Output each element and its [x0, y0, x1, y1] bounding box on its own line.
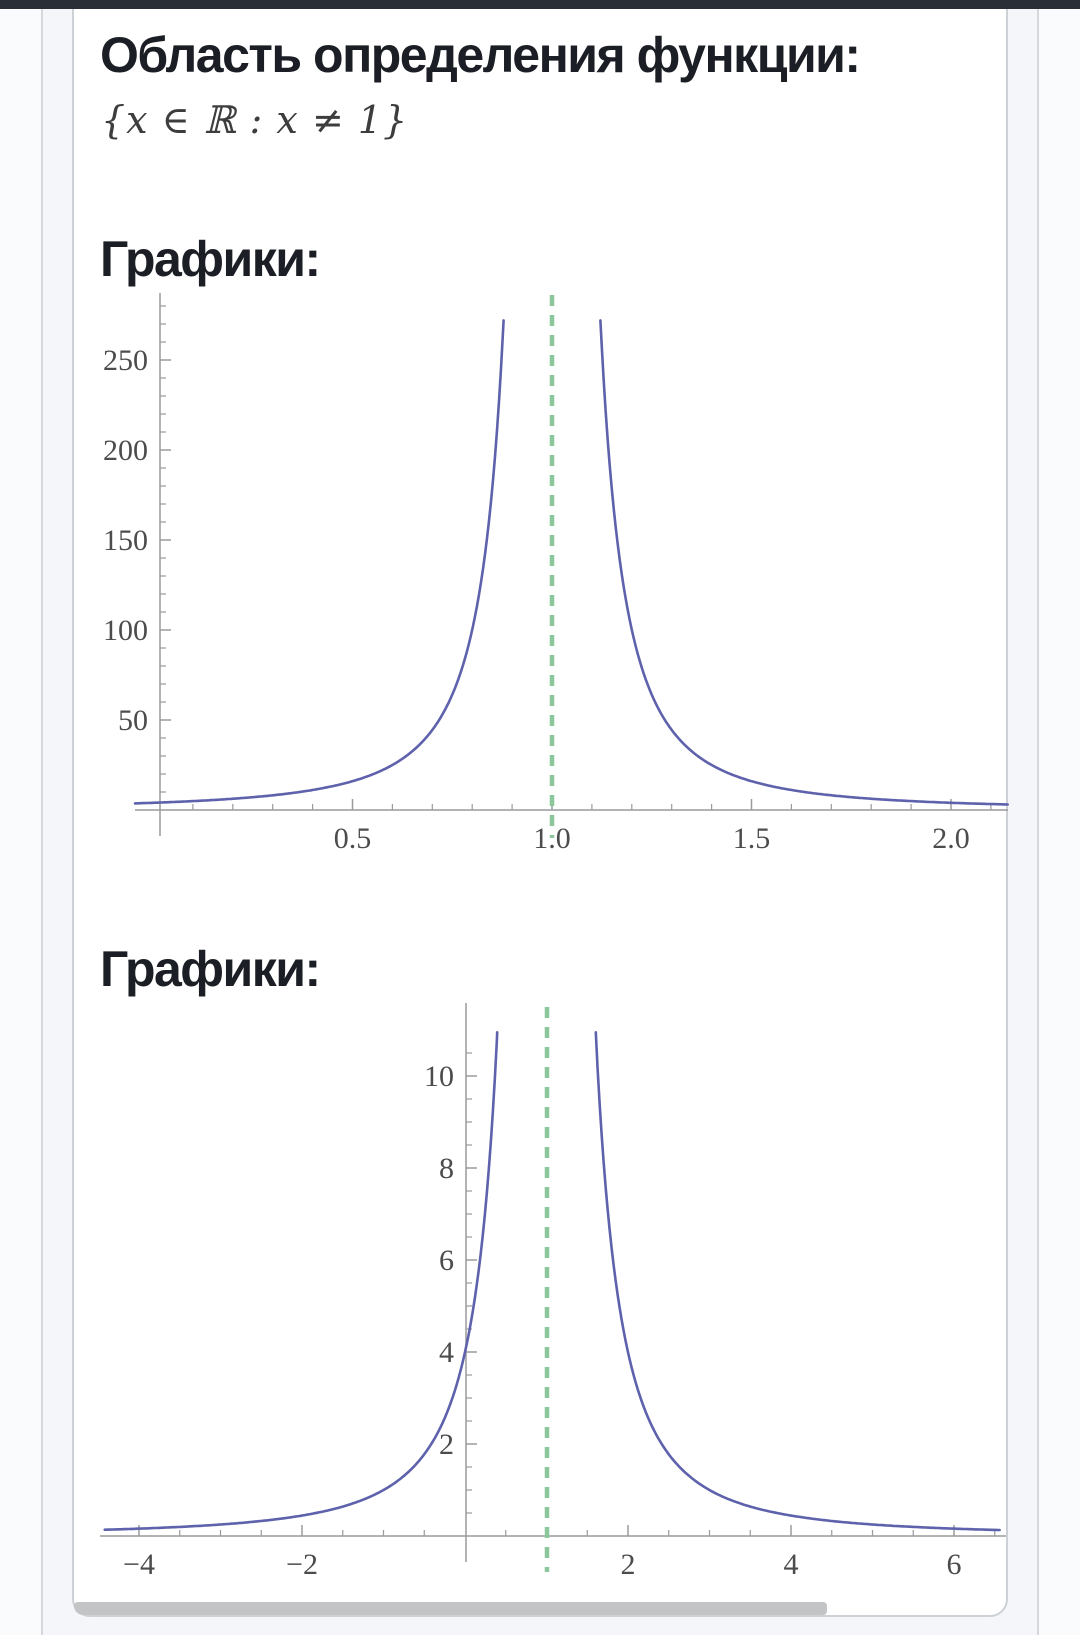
svg-text:6: 6	[947, 1548, 962, 1581]
plot-function-zoomed-out: −4 −2 2 4 6 2 4 6 8 10	[100, 1003, 1006, 1581]
domain-heading: Область определения функции:	[100, 26, 861, 83]
top-status-bar	[0, 0, 1080, 9]
plot-function-zoomed-in: 0.5 1.0 1.5 2.0 50 100 150 200 250	[103, 293, 1009, 855]
svg-text:6: 6	[439, 1244, 454, 1277]
graphs-heading-2: Графики:	[100, 940, 321, 997]
svg-text:8: 8	[439, 1152, 454, 1185]
svg-text:150: 150	[103, 524, 148, 557]
svg-text:2: 2	[439, 1428, 454, 1461]
left-gutter-divider	[41, 0, 43, 1635]
svg-text:4: 4	[439, 1336, 454, 1369]
graphs-heading-1: Графики:	[100, 230, 321, 287]
svg-text:4: 4	[784, 1548, 799, 1581]
svg-text:2: 2	[621, 1548, 636, 1581]
svg-text:1.5: 1.5	[733, 822, 771, 855]
svg-text:−4: −4	[123, 1548, 155, 1581]
right-gutter-divider	[1037, 0, 1039, 1635]
svg-text:50: 50	[118, 704, 148, 737]
svg-text:10: 10	[424, 1060, 454, 1093]
svg-text:200: 200	[103, 434, 148, 467]
result-card	[72, 0, 1008, 1617]
svg-text:1.0: 1.0	[533, 822, 571, 855]
domain-formula: {x ∈ ℝ : x ≠ 1}	[101, 98, 409, 142]
svg-text:100: 100	[103, 614, 148, 647]
horizontal-scrollbar-thumb[interactable]	[74, 1602, 827, 1615]
svg-text:0.5: 0.5	[334, 822, 372, 855]
svg-text:250: 250	[103, 344, 148, 377]
svg-text:2.0: 2.0	[932, 822, 970, 855]
svg-text:−2: −2	[286, 1548, 318, 1581]
